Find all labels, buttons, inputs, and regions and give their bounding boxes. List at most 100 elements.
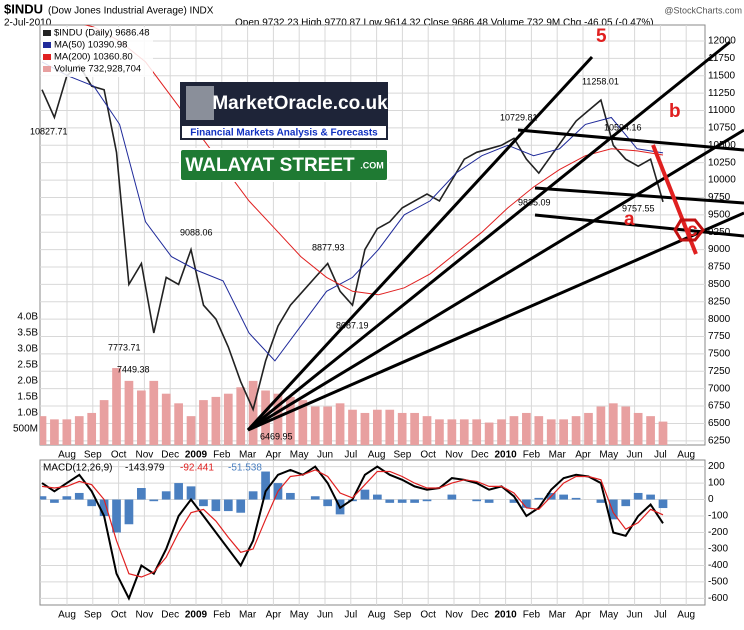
volume-bar	[298, 400, 308, 445]
macd-histogram-bar	[174, 483, 183, 500]
macd-histogram-bar	[62, 496, 72, 500]
y2-tick-label: 3.5B	[17, 327, 38, 338]
volume-bar	[62, 419, 72, 445]
macd-histogram-bar	[124, 499, 134, 525]
y-tick-label: 12000	[708, 36, 736, 47]
x-tick-label: Apr	[266, 610, 282, 621]
macd-tick-label: -100	[708, 511, 728, 522]
legend-box	[41, 27, 153, 77]
x-tick-label: Aug	[368, 450, 386, 461]
macd-histogram-bar	[608, 499, 618, 520]
macd-histogram-bar	[422, 499, 432, 502]
volume-bar	[124, 380, 134, 445]
y2-tick-label: 2.0B	[17, 376, 38, 387]
macd-histogram-bar	[112, 499, 121, 533]
x-tick-label: Oct	[111, 450, 127, 461]
x-tick-label: Sep	[84, 610, 102, 621]
volume-bar	[112, 368, 121, 445]
x-tick-label: Jul	[344, 450, 357, 461]
x-tick-label: Apr	[266, 450, 282, 461]
x-tick-label: Feb	[523, 450, 541, 461]
x-tick-label: 2009	[185, 450, 208, 461]
macd-histogram-bar	[385, 499, 395, 503]
macd-histogram-bar	[50, 499, 59, 503]
x-tick-label: Jun	[317, 450, 333, 461]
volume-bar	[161, 393, 171, 445]
volume-bar	[323, 406, 333, 445]
x-tick-label: Nov	[136, 610, 154, 621]
volume-bar	[410, 412, 419, 445]
price-annotation: 6469.95	[260, 431, 293, 441]
volume-bar	[596, 406, 606, 445]
y-tick-label: 9500	[708, 209, 731, 220]
source: @StockCharts.com	[664, 5, 742, 15]
macd-histogram-bar	[534, 497, 544, 500]
macd-line	[41, 465, 664, 601]
macd-histogram-bar	[447, 494, 457, 500]
x-tick-label: Nov	[445, 610, 463, 621]
macd-histogram-bar	[571, 497, 581, 500]
macd-histogram-bar	[596, 499, 606, 503]
legend-swatch	[43, 66, 51, 72]
volume-bar	[87, 412, 97, 445]
x-tick-label: Mar	[549, 610, 567, 621]
x-tick-label: Jun	[627, 610, 643, 621]
y-tick-label: 9250	[708, 227, 731, 238]
x-tick-label: Dec	[471, 450, 489, 461]
volume-bar	[584, 412, 593, 445]
volume-bar	[348, 409, 357, 445]
ma-line	[41, 61, 664, 362]
y-tick-label: 8250	[708, 296, 731, 307]
legend-entry: MA(50) 10390.98	[54, 40, 127, 51]
price-annotation: 8087.19	[336, 320, 369, 330]
macd-tick-label: 100	[708, 478, 725, 489]
volume-bar	[223, 393, 233, 445]
legend-entry: $INDU (Daily) 9686.48	[54, 28, 150, 39]
chart-subtitle: (Dow Jones Industrial Average) INDX	[48, 6, 214, 17]
x-tick-label: Dec	[161, 610, 179, 621]
y2-tick-label: 2.5B	[17, 359, 38, 370]
y2-tick-label: 1.0B	[17, 408, 38, 419]
macd-histogram-bar	[484, 499, 494, 503]
sign	[179, 148, 389, 182]
macd-tick-label: 200	[708, 461, 725, 472]
chart-title: $INDU	[4, 1, 43, 16]
price-annotation: 8877.93	[312, 242, 345, 252]
price-annotation: 7449.38	[117, 364, 150, 374]
legend-swatch	[43, 54, 51, 60]
y-tick-label: 10500	[708, 140, 736, 151]
y-tick-label: 10750	[708, 123, 736, 134]
y2-tick-label: 3.0B	[17, 343, 38, 354]
volume-bar	[310, 406, 320, 445]
macd-histogram-bar	[509, 499, 519, 503]
macd-label: MACD(12,26,9)	[43, 463, 112, 474]
macd-histogram-bar	[149, 499, 159, 502]
volume-bar	[211, 396, 221, 445]
y-tick-label: 10000	[708, 175, 736, 186]
volume-bar	[435, 419, 444, 445]
macd-histogram-bar	[372, 494, 382, 500]
y-tick-label: 6250	[708, 435, 731, 446]
logo-title: MarketOracle.co.uk	[212, 93, 388, 114]
volume-bar	[273, 393, 283, 445]
x-tick-label: May	[290, 610, 309, 621]
x-tick-label: Dec	[161, 450, 179, 461]
x-tick-label: Apr	[575, 450, 591, 461]
volume-bar	[385, 409, 395, 445]
y-tick-label: 11250	[708, 88, 736, 99]
macd-histogram-bar	[186, 486, 196, 500]
y-tick-label: 11000	[708, 105, 736, 116]
volume-bar	[633, 412, 643, 445]
macd-histogram-bar	[286, 492, 295, 500]
x-tick-label: Jul	[654, 610, 667, 621]
x-tick-label: Sep	[394, 450, 412, 461]
date: 2-Jul-2010	[4, 18, 52, 29]
x-tick-label: 2010	[494, 610, 517, 621]
x-tick-label: Jun	[317, 610, 333, 621]
sign-text: WALAYAT STREET	[185, 155, 355, 176]
macd-tick-label: -600	[708, 593, 728, 604]
macd-tick-label: -400	[708, 560, 728, 571]
x-tick-label: 2009	[185, 610, 208, 621]
quote: Open 9732.23 High 9770.87 Low 9614.32 Cl…	[235, 18, 654, 29]
